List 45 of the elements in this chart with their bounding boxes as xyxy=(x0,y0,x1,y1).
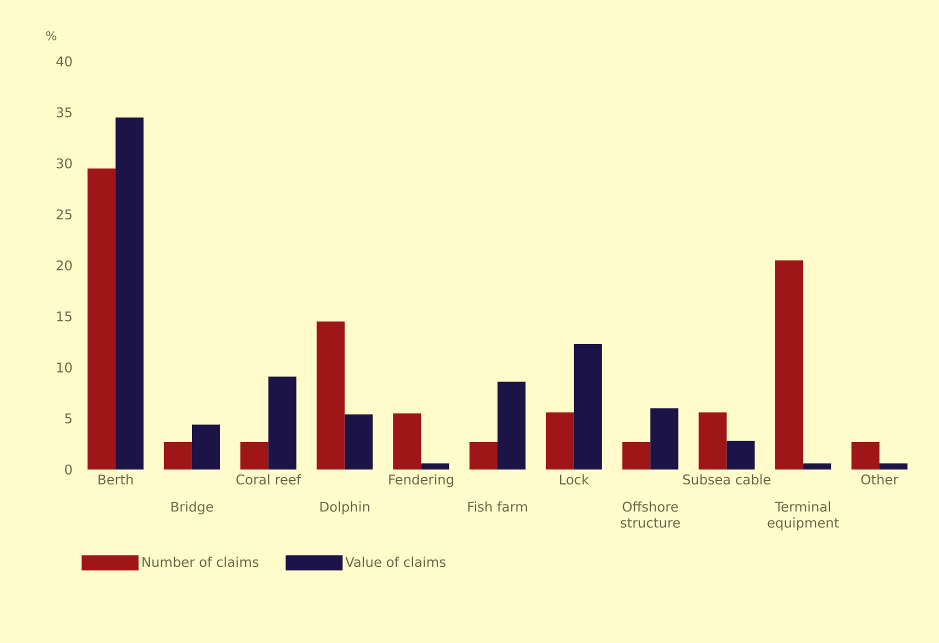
bar xyxy=(650,408,678,470)
x-tick-label: Lock xyxy=(560,474,590,485)
bar xyxy=(879,463,908,470)
bar xyxy=(344,414,373,470)
bar xyxy=(698,412,727,470)
bar xyxy=(803,463,832,470)
bar xyxy=(546,412,574,470)
bar xyxy=(851,442,880,470)
x-tick-label: Offshore structure xyxy=(620,501,680,528)
y-tick-label: 20 xyxy=(56,260,72,271)
bar xyxy=(498,382,526,470)
bar xyxy=(164,442,192,470)
bar xyxy=(775,260,804,470)
y-tick-label: 35 xyxy=(56,107,72,118)
y-tick-label: 15 xyxy=(57,312,72,322)
bar xyxy=(268,376,296,470)
y-tick-label: 10 xyxy=(57,362,72,373)
bar xyxy=(622,442,650,470)
y-tick-label: 0 xyxy=(65,464,72,475)
y-tick-label: 40 xyxy=(56,56,72,66)
x-tick-label: Bridge xyxy=(172,501,213,514)
x-tick-label: Fendering xyxy=(389,474,454,488)
y-tick-label: 5 xyxy=(65,414,72,424)
bar xyxy=(421,463,450,470)
x-tick-label: Berth xyxy=(98,474,133,485)
x-tick-label: Terminal equipment xyxy=(768,501,839,530)
x-tick-label: Fish farm xyxy=(468,501,527,512)
bar xyxy=(574,344,602,470)
x-tick-label: Coral reef xyxy=(236,474,302,485)
bar xyxy=(192,424,220,470)
y-tick-label: 30 xyxy=(56,158,72,168)
bar xyxy=(393,413,422,470)
x-tick-label: Dolphin xyxy=(320,501,370,514)
bar xyxy=(116,118,144,470)
y-tick-label: 25 xyxy=(56,209,72,220)
bar xyxy=(470,442,498,470)
bar xyxy=(240,442,268,470)
bar xyxy=(726,440,755,470)
x-tick-label: Subsea cable xyxy=(683,474,770,485)
bar xyxy=(88,168,116,470)
bar xyxy=(316,322,345,470)
legend-label: Value of claims xyxy=(345,556,446,568)
legend-label: Number of claims xyxy=(142,556,258,568)
y-axis-title: % xyxy=(46,31,56,40)
x-tick-label: Other xyxy=(861,474,898,485)
